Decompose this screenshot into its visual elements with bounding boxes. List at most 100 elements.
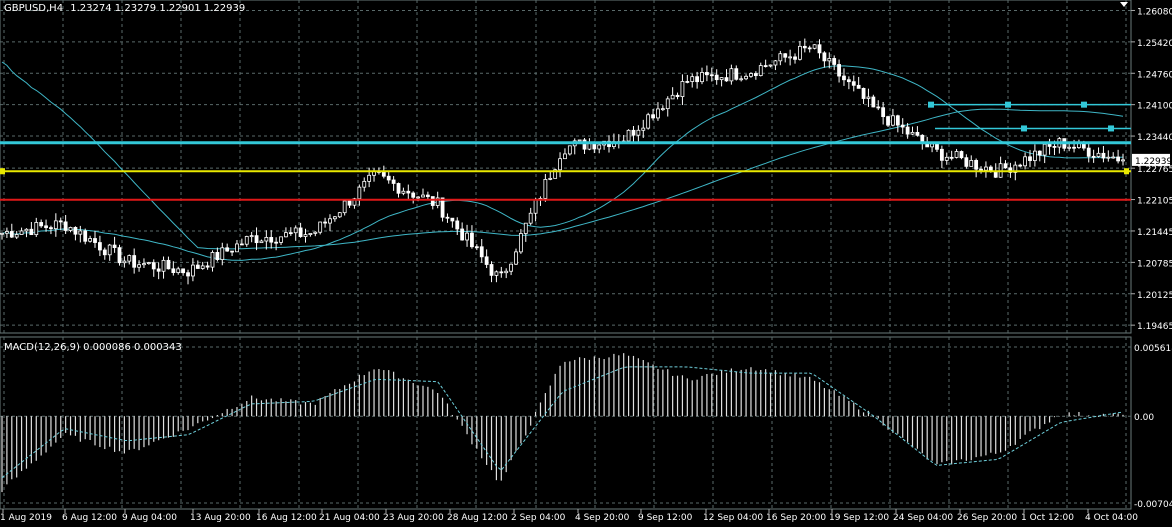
candle-body <box>308 232 313 235</box>
candle-body <box>465 232 469 241</box>
candle-body <box>993 171 998 178</box>
price-tick-label: 1.22765 <box>1137 165 1172 175</box>
candle-body <box>930 143 934 148</box>
time-tick-label: 6 Aug 12:00 <box>62 513 117 523</box>
candle-body <box>484 256 489 265</box>
trendline-anchor-handle[interactable] <box>1021 125 1027 132</box>
candle-body <box>763 65 768 67</box>
candle-body <box>1121 159 1125 162</box>
candle-body <box>171 268 176 274</box>
candle-body <box>656 108 660 119</box>
slow-moving-average-line <box>1 61 1124 250</box>
candle-body <box>93 238 97 243</box>
candle-body <box>587 143 592 150</box>
candle-body <box>274 241 279 244</box>
candle-body <box>881 107 886 118</box>
candle-body <box>709 74 714 77</box>
trendline-anchor-handle[interactable] <box>1108 125 1114 132</box>
candle-body <box>49 227 53 230</box>
price-tick-label: 1.25420 <box>1137 39 1172 49</box>
time-tick-label: 24 Sep 04:00 <box>893 513 953 523</box>
candle-body <box>191 264 195 277</box>
candle-body <box>910 131 915 135</box>
candle-body <box>528 212 533 224</box>
candle-body <box>269 237 274 243</box>
candle-body <box>19 230 24 235</box>
candle-body <box>367 174 372 182</box>
candle-body <box>347 200 352 206</box>
price-tick-label: 1.22105 <box>1137 197 1172 207</box>
chart-shift-icon[interactable] <box>1120 2 1128 7</box>
macd-tick-label: -0.007049 <box>1134 500 1172 510</box>
candle-body <box>935 143 939 150</box>
candle-body <box>714 74 719 81</box>
candle-body <box>533 199 538 214</box>
main-chart-frame <box>0 0 1132 334</box>
candle-body <box>298 227 303 237</box>
candle-body <box>597 144 602 150</box>
candle-body <box>1091 155 1096 158</box>
time-tick-label: 2 Sep 04:00 <box>511 513 566 523</box>
current-price-box <box>1132 153 1170 166</box>
trendline-anchor-handle[interactable] <box>1081 101 1087 108</box>
candle-body <box>386 175 391 181</box>
candle-body <box>734 68 739 80</box>
candle-body <box>1116 156 1121 162</box>
candle-body <box>660 108 665 111</box>
candle-body <box>563 153 567 160</box>
candle-body <box>753 73 758 76</box>
price-tick-label: 1.20125 <box>1137 291 1172 301</box>
macd-signal-line <box>1 366 1124 479</box>
candle-body <box>964 157 969 167</box>
candle-body <box>577 139 582 142</box>
candle-body <box>137 264 141 268</box>
candle-body <box>675 94 680 98</box>
candle-body <box>44 225 48 229</box>
horizontal-levels[interactable] <box>0 101 1131 201</box>
candle-body <box>851 81 856 86</box>
candle-body <box>470 232 474 248</box>
candle-body <box>900 124 905 128</box>
candle-body <box>739 78 744 81</box>
time-tick-label: 9 Aug 04:00 <box>122 513 177 523</box>
fast-moving-average-line <box>1 65 1124 261</box>
candle-body <box>582 139 587 150</box>
candle-body <box>1042 143 1047 156</box>
time-tick-label: 12 Sep 04:00 <box>703 513 763 523</box>
time-tick-label: 19 Sep 12:00 <box>829 513 889 523</box>
candle-body <box>34 222 39 236</box>
candle-body <box>499 271 504 274</box>
candle-body <box>1003 163 1008 169</box>
price-tick-label: 1.23440 <box>1137 133 1172 143</box>
candle-body <box>788 56 793 59</box>
candle-body <box>98 242 102 251</box>
candlestick-series <box>0 38 1125 285</box>
candle-body <box>161 259 166 272</box>
candle-body <box>24 228 29 232</box>
candle-body <box>954 151 959 158</box>
candle-body <box>239 243 244 246</box>
candle-body <box>176 268 181 274</box>
candle-body <box>984 166 988 171</box>
trendline-anchor-handle[interactable] <box>1005 101 1011 108</box>
candle-body <box>186 272 190 277</box>
candle-body <box>244 236 249 245</box>
candle-body <box>1072 146 1076 149</box>
candle-body <box>9 231 14 238</box>
candle-body <box>4 231 9 234</box>
time-tick-label: 4 Sep 20:00 <box>575 513 630 523</box>
candle-body <box>352 198 357 206</box>
candle-body <box>107 244 112 256</box>
level-handle[interactable] <box>1124 168 1129 175</box>
trendline-anchor-handle[interactable] <box>928 101 934 108</box>
candle-body <box>1037 150 1042 156</box>
candle-body <box>631 129 636 136</box>
candle-body <box>411 192 416 198</box>
price-tick-label: 1.21445 <box>1137 228 1172 238</box>
candle-body <box>460 228 465 241</box>
level-handle[interactable] <box>0 168 5 175</box>
candle-body <box>523 222 528 234</box>
candle-body <box>749 73 753 77</box>
candle-body <box>332 216 337 220</box>
